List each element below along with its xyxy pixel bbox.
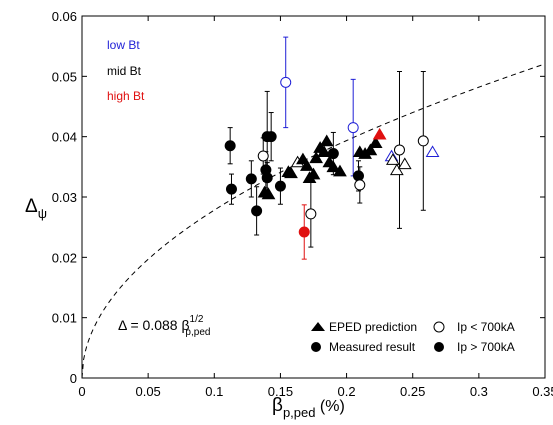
measured-circle-point [224,140,236,152]
measured-circle-point [265,131,277,143]
x-axis-label: βp,ped (%) [272,395,345,420]
x-tick-label: 0.25 [400,384,425,399]
x-tick-label: 0.1 [205,384,223,399]
group-label-mid-bt: mid Bt [107,64,142,78]
legend-triangle-filled-marker [311,322,325,331]
measured-circle-point [393,144,405,156]
measured-circle-point [261,172,273,184]
measured-circle-point [257,150,269,162]
eped-triangle-point [372,127,387,140]
legend-label-ip-low: Ip < 700kA [457,320,515,334]
eped-triangle-point [425,145,440,158]
y-tick-label: 0.02 [52,250,77,265]
legend-circle-open-marker [433,321,445,333]
measured-circle-point [251,205,263,217]
eped-triangle-point [333,164,347,177]
fit-equation: Δ = 0.088 β1/2 p,ped [118,314,210,338]
eped-triangle-point [300,159,314,171]
measured-circle-point [417,135,429,147]
eped-triangle-point [368,136,383,148]
measured-circle-point [274,180,286,192]
y-tick-label: 0.04 [52,130,77,145]
measured-circle-point [298,226,310,238]
y-axis-label: Δψ [25,196,47,221]
eped-triangle-point [385,153,400,165]
legend-label-ip-high: Ip > 700kA [457,340,515,354]
y-tick-label: 0.05 [52,69,77,84]
measured-circle-point [347,122,359,134]
y-tick-label: 0.01 [52,311,77,326]
eped-triangle-point [397,157,412,170]
measured-circle-point [305,208,317,220]
measured-circle-point [352,170,364,182]
legend: EPED prediction Ip < 700kA Measured resu… [311,320,515,354]
measured-circle-point [245,173,257,185]
legend-label-measured-result: Measured result [329,340,416,354]
eped-triangle-point [261,187,276,200]
x-tick-label: 0 [78,384,85,399]
legend-circle-filled-marker-2 [434,342,444,352]
eped-triangle-point [326,160,341,173]
x-tick-label: 0.2 [338,384,356,399]
x-tick-label: 0.3 [470,384,488,399]
y-tick-label: 0 [70,371,77,386]
x-tick-label: 0.15 [268,384,293,399]
y-tick-label: 0.03 [52,190,77,205]
group-label-list: low Bt mid Bt high Bt [107,38,145,103]
eped-triangle-point [389,163,404,176]
eped-triangle-point [309,151,324,164]
measured-circle-point [354,179,366,191]
measured-circle-point [225,183,237,195]
legend-circle-filled-marker [311,342,321,352]
x-tick-label: 0.05 [135,384,160,399]
eped-triangle-point [319,134,334,147]
group-label-low-bt: low Bt [107,38,140,52]
legend-label-eped-prediction: EPED prediction [329,320,417,334]
measured-circle-point [280,76,292,88]
x-tick-label: 0.35 [532,384,553,399]
eped-triangle-point [284,166,298,179]
eped-triangle-point [363,143,378,156]
y-tick-label: 0.06 [52,9,77,24]
eped-triangle-point [306,167,321,180]
group-label-high-bt: high Bt [107,89,145,103]
fit-curve [81,63,546,379]
measured-circle-point [327,148,339,160]
eped-triangle-point [317,145,331,158]
